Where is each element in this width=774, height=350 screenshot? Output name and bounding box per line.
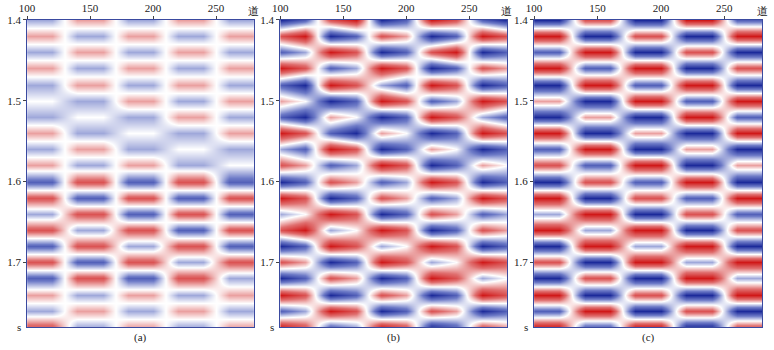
svg-text:200: 200 (145, 2, 162, 14)
svg-text:道: 道 (501, 5, 512, 17)
svg-text:150: 150 (82, 2, 99, 14)
svg-text:250: 250 (208, 2, 225, 14)
svg-text:1.4: 1.4 (7, 14, 21, 26)
svg-text:(c): (c) (642, 331, 655, 344)
svg-text:s: s (270, 321, 274, 333)
svg-text:(b): (b) (387, 331, 400, 344)
svg-text:1.7: 1.7 (260, 256, 274, 268)
svg-text:1.4: 1.4 (514, 14, 528, 26)
svg-text:1.6: 1.6 (260, 175, 274, 187)
svg-text:100: 100 (19, 2, 36, 14)
svg-text:100: 100 (272, 2, 289, 14)
svg-text:1.5: 1.5 (260, 95, 274, 107)
svg-text:150: 150 (589, 2, 606, 14)
svg-text:道: 道 (248, 5, 259, 17)
svg-text:1.5: 1.5 (514, 95, 528, 107)
svg-text:1.4: 1.4 (260, 14, 274, 26)
svg-text:1.6: 1.6 (7, 175, 21, 187)
svg-text:250: 250 (461, 2, 478, 14)
svg-text:100: 100 (526, 2, 543, 14)
svg-text:200: 200 (653, 2, 670, 14)
svg-text:s: s (17, 321, 21, 333)
svg-text:1.5: 1.5 (7, 95, 21, 107)
svg-text:s: s (524, 321, 528, 333)
svg-text:200: 200 (398, 2, 415, 14)
svg-text:1.6: 1.6 (514, 175, 528, 187)
svg-text:1.7: 1.7 (7, 256, 21, 268)
svg-text:1.7: 1.7 (514, 256, 528, 268)
svg-text:(a): (a) (134, 331, 147, 344)
svg-text:道: 道 (757, 5, 768, 17)
svg-text:150: 150 (335, 2, 352, 14)
svg-text:250: 250 (716, 2, 733, 14)
